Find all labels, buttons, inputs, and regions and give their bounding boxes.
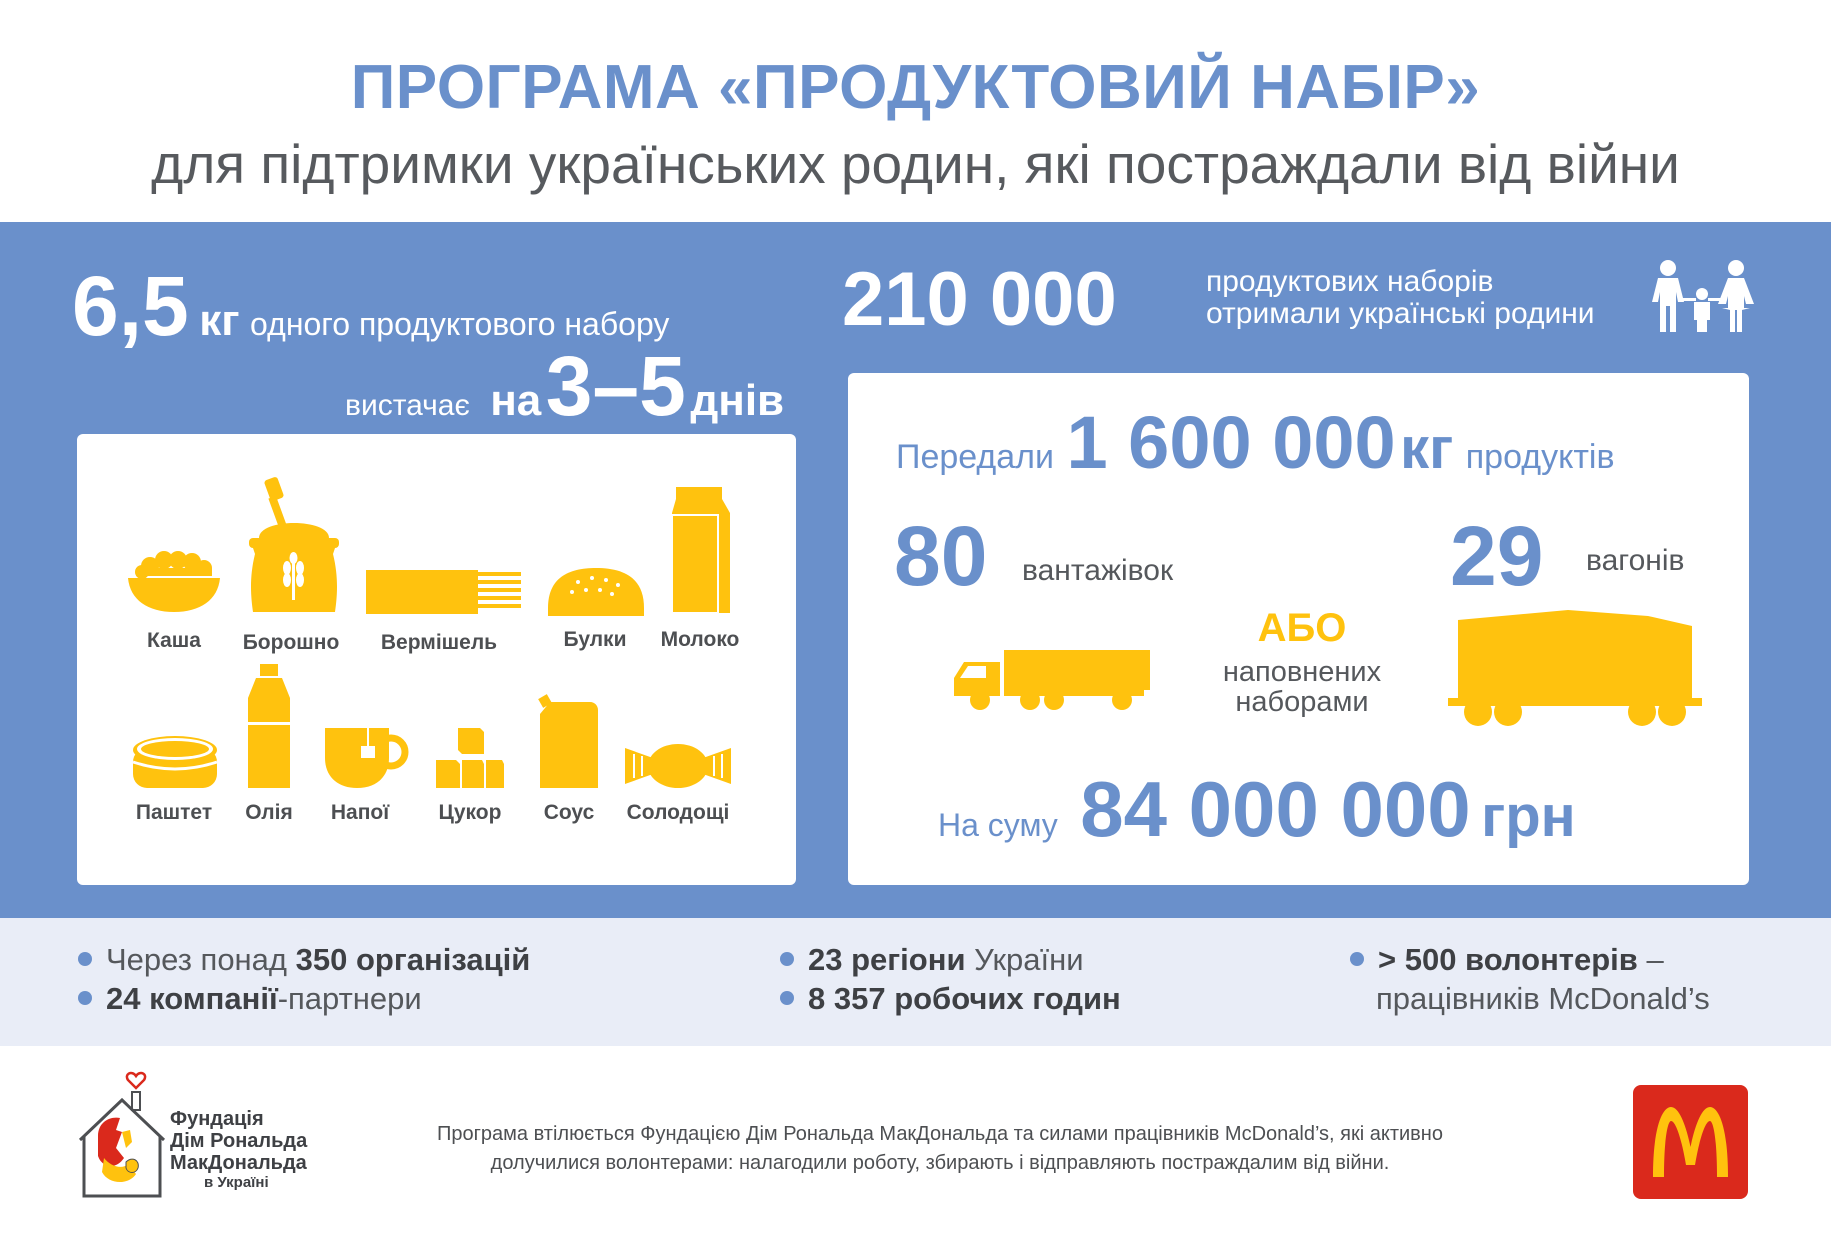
filled-line1: наповнених (1222, 656, 1382, 688)
page-title: ПРОГРАМА «ПРОДУКТОВИЙ НАБІР» (350, 53, 1481, 122)
product-label: Борошно (242, 631, 340, 654)
bun-icon (548, 568, 644, 616)
foundation-name: Фундація Дім Рональда МакДональда в Укра… (170, 1108, 307, 1192)
transferred-unit: кг (1400, 416, 1454, 481)
tea-cup-icon (325, 728, 409, 788)
product-label: Булки (563, 628, 627, 651)
weight-value: 6,5 (72, 259, 189, 353)
lasts-prefix: на (490, 376, 542, 425)
family-icon (1652, 260, 1754, 332)
or-label: АБО (1257, 606, 1347, 650)
trucks-value: 80 (894, 509, 988, 603)
product-label: Соус (543, 801, 595, 824)
orgs-bold: 350 організацій (295, 942, 531, 977)
hours-bold: 8 357 робочих годин (808, 981, 1121, 1016)
bullet (78, 951, 92, 966)
product-label: Цукор (438, 801, 502, 824)
sum-stat: На суму 84 000 000 грн (938, 764, 1576, 855)
ronald-house-logo (78, 1071, 166, 1198)
foundation-line3: МакДональда (170, 1152, 307, 1174)
transferred-stat: Передали 1 600 000 кг продуктів (896, 400, 1615, 485)
sugar-cubes-icon (436, 728, 504, 788)
product-label: Каша (147, 629, 201, 652)
footer-text: Програма втілюється Фундацією Дім Рональ… (340, 1120, 1540, 1178)
mcdonalds-logo (1633, 1085, 1748, 1199)
product-label: Вермішель (380, 631, 498, 654)
wagons-label: вагонів (1586, 544, 1685, 577)
sets-value: 210 000 (842, 257, 1117, 342)
transferred-suffix: продуктів (1465, 438, 1615, 476)
bullet (1350, 951, 1364, 966)
orgs-prefix: Через понад (106, 942, 288, 977)
weight-text: одного продуктового набору (250, 306, 670, 342)
sets-text: продуктових наборів отримали українські … (1206, 266, 1595, 330)
lasts-stat: вистачає на 3–5 днів (345, 338, 784, 435)
pate-can-icon (132, 736, 218, 788)
stat-partners: 24 компанії-партнери (78, 981, 422, 1017)
stats-band (0, 918, 1831, 1046)
product-label: Напої (330, 801, 390, 824)
oil-bottle-icon (248, 664, 290, 788)
porridge-bowl-icon (128, 551, 220, 612)
product-label: Паштет (135, 801, 213, 824)
transferred-value: 1 600 000 (1066, 401, 1396, 484)
foundation-line4: в Україні (204, 1174, 269, 1191)
vermicelli-icon (366, 570, 521, 614)
sets-line2: отримали українські родини (1206, 297, 1595, 330)
sum-value: 84 000 000 (1080, 765, 1471, 853)
foundation-line1: Фундація (170, 1108, 264, 1130)
sauce-pack-icon (538, 694, 598, 788)
volunteers-bold: > 500 волонтерів (1378, 942, 1638, 977)
golden-arches-icon (1653, 1107, 1728, 1177)
filled-text: наповнених наборами (1190, 657, 1414, 717)
footer-text-line2: долучилися волонтерами: налагодили робот… (490, 1152, 1390, 1174)
train-wagon-icon (1448, 610, 1702, 726)
partners-bold: 24 компанії (106, 981, 278, 1016)
candy-icon (625, 744, 731, 788)
stat-regions: 23 регіони України (780, 942, 1084, 978)
lasts-unit: днів (690, 376, 785, 425)
product-label: Солодощі (626, 801, 730, 824)
partners-suffix: -партнери (277, 981, 422, 1016)
page-subtitle: для підтримки українських родин, які пос… (151, 133, 1680, 195)
stat-volunteers: > 500 волонтерів – (1350, 942, 1664, 978)
product-label: Молоко (660, 628, 740, 651)
transferred-prefix: Передали (896, 438, 1054, 476)
stat-orgs: Через понад 350 організацій (78, 942, 530, 978)
filled-line2: наборами (1235, 686, 1369, 718)
bullet (780, 951, 794, 966)
weight-unit: кг (199, 296, 240, 345)
product-label: Олія (245, 801, 293, 824)
regions-bold: 23 регіони (808, 942, 966, 977)
volunteers-dash: – (1646, 942, 1664, 977)
wagons-value: 29 (1450, 509, 1544, 603)
bullet (780, 990, 794, 1005)
stat-volunteers-line2: працівників McDonald’s (1376, 981, 1710, 1016)
lasts-value: 3–5 (545, 339, 686, 433)
sum-prefix: На суму (938, 807, 1058, 843)
foundation-line2: Дім Рональда (170, 1130, 308, 1152)
truck-icon (954, 650, 1150, 710)
lasts-text: вистачає (345, 389, 470, 422)
sets-line1: продуктових наборів (1206, 265, 1494, 298)
sum-unit: грн (1481, 784, 1576, 849)
milk-carton-icon (671, 487, 730, 614)
footer-text-line1: Програма втілюється Фундацією Дім Рональ… (437, 1123, 1443, 1145)
trucks-label: вантажівок (1022, 554, 1174, 587)
weight-stat: 6,5 кг одного продуктового набору (72, 258, 669, 355)
flour-sack-icon (249, 477, 339, 612)
stat-hours: 8 357 робочих годин (780, 981, 1121, 1017)
bullet (78, 990, 92, 1005)
regions-suffix: України (974, 942, 1084, 977)
